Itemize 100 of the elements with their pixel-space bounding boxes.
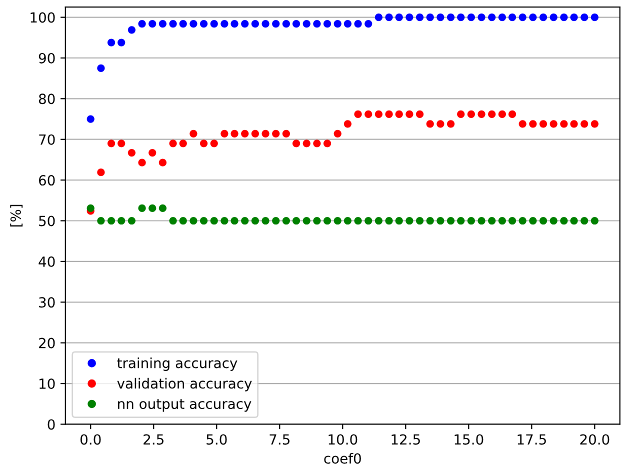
point bbox=[590, 120, 598, 128]
point bbox=[210, 140, 218, 148]
point bbox=[220, 20, 228, 28]
point bbox=[539, 120, 548, 128]
point bbox=[158, 158, 166, 166]
point bbox=[498, 13, 506, 22]
point bbox=[272, 20, 280, 28]
point bbox=[241, 216, 249, 225]
x-tick-label: 10.0 bbox=[328, 434, 358, 445]
point bbox=[570, 13, 578, 22]
point bbox=[230, 216, 238, 225]
point bbox=[518, 216, 526, 225]
point bbox=[169, 20, 177, 28]
point bbox=[292, 140, 300, 148]
point bbox=[529, 120, 537, 128]
point bbox=[210, 216, 218, 225]
point bbox=[467, 13, 475, 22]
point bbox=[313, 20, 321, 28]
point bbox=[467, 110, 475, 118]
point bbox=[385, 216, 393, 225]
point bbox=[302, 20, 310, 28]
point bbox=[446, 216, 455, 225]
y-tick-label: 20 bbox=[39, 338, 55, 348]
y-tick-label: 0 bbox=[48, 419, 55, 430]
point bbox=[406, 216, 414, 225]
point bbox=[539, 13, 548, 22]
point bbox=[97, 168, 105, 176]
x-tick-label: 2.5 bbox=[144, 434, 164, 445]
point bbox=[590, 216, 598, 225]
y-tick-label: 100 bbox=[30, 12, 55, 23]
point bbox=[230, 20, 238, 28]
point bbox=[374, 13, 382, 22]
point bbox=[580, 216, 588, 225]
point bbox=[313, 140, 321, 148]
point bbox=[550, 120, 558, 128]
y-tick-label: 70 bbox=[39, 134, 55, 145]
point bbox=[230, 130, 238, 138]
point bbox=[426, 120, 434, 128]
x-tick-label: 20.0 bbox=[580, 434, 610, 445]
point bbox=[344, 216, 352, 225]
point bbox=[334, 20, 342, 28]
point bbox=[251, 20, 259, 28]
y-tick-label: 60 bbox=[38, 175, 55, 186]
x-tick-label: 15.0 bbox=[454, 434, 484, 445]
y-tick-label: 30 bbox=[39, 297, 55, 308]
point bbox=[446, 13, 455, 22]
point bbox=[190, 130, 198, 138]
point bbox=[395, 13, 403, 22]
point bbox=[282, 216, 290, 225]
point bbox=[323, 140, 332, 148]
point bbox=[241, 130, 249, 138]
point bbox=[344, 120, 352, 128]
point bbox=[508, 110, 516, 118]
point bbox=[529, 216, 537, 225]
point bbox=[292, 216, 300, 225]
x-axis-title: coef0 bbox=[324, 452, 361, 464]
point bbox=[354, 20, 362, 28]
point bbox=[190, 216, 198, 225]
point bbox=[385, 13, 393, 22]
point bbox=[374, 110, 382, 118]
y-tick-label: 50 bbox=[39, 216, 55, 226]
point bbox=[292, 20, 300, 28]
point bbox=[272, 130, 280, 138]
point bbox=[323, 20, 332, 28]
point bbox=[200, 140, 208, 148]
point bbox=[560, 120, 568, 128]
point bbox=[518, 13, 526, 22]
point bbox=[457, 110, 465, 118]
point bbox=[478, 216, 486, 225]
point bbox=[158, 20, 166, 28]
point bbox=[539, 216, 548, 225]
point bbox=[395, 216, 403, 225]
y-tick-label: 10 bbox=[40, 378, 55, 390]
point bbox=[436, 120, 444, 128]
point bbox=[478, 110, 486, 118]
point bbox=[169, 216, 177, 225]
point bbox=[118, 38, 126, 46]
point bbox=[241, 20, 249, 28]
point bbox=[262, 20, 270, 28]
point bbox=[138, 204, 146, 212]
point bbox=[580, 120, 588, 128]
point bbox=[210, 20, 218, 28]
point bbox=[354, 216, 362, 225]
point bbox=[107, 140, 116, 148]
point bbox=[570, 216, 578, 225]
point bbox=[138, 158, 146, 166]
point bbox=[518, 120, 526, 128]
y-axis-title: [%] bbox=[10, 204, 23, 226]
point bbox=[364, 110, 372, 118]
point bbox=[251, 216, 259, 225]
point bbox=[334, 130, 342, 138]
point bbox=[107, 216, 116, 225]
y-tick-label: 80 bbox=[38, 94, 55, 104]
x-tick-label: 12.5 bbox=[392, 434, 420, 445]
point bbox=[179, 20, 187, 28]
point bbox=[200, 20, 208, 28]
point bbox=[426, 216, 434, 225]
point bbox=[302, 140, 310, 148]
point bbox=[128, 26, 136, 34]
point bbox=[190, 20, 198, 28]
